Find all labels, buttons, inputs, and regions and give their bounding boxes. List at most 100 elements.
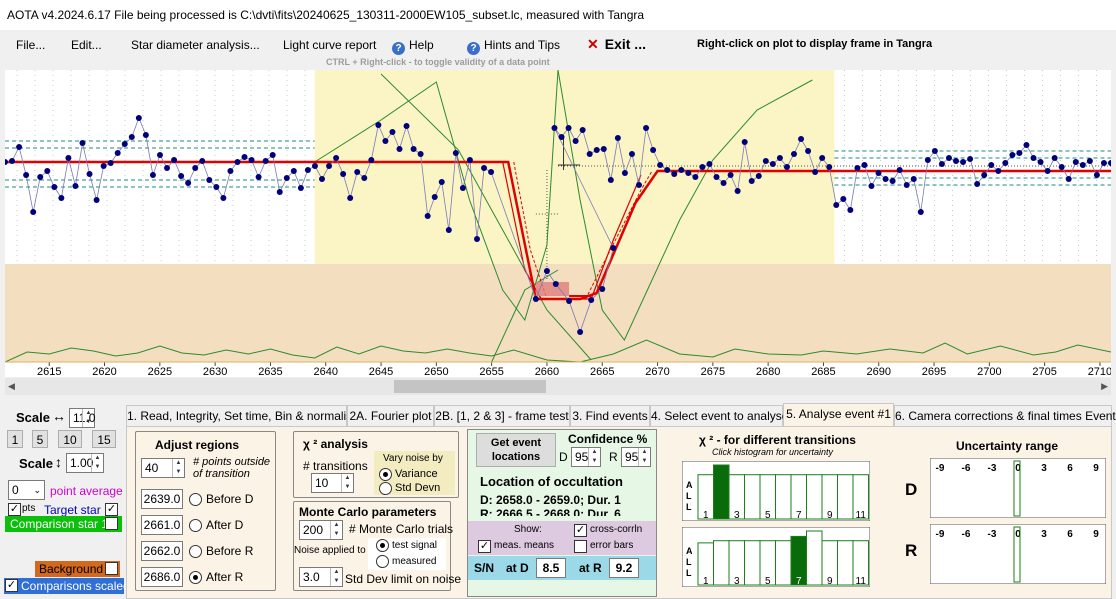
uncertainty-r-chart[interactable]: -9 -6 -3 0 3 6 9 [930,524,1106,584]
after-r-radio[interactable] [189,571,202,584]
cross-corrln-label: cross-corrln [590,524,643,535]
tab-read[interactable]: 1. Read, Integrity, Set time, Bin & norm… [126,405,359,427]
spin-arrows-icon[interactable]: ▲ ▼ [588,448,600,466]
data-point [720,180,727,186]
after-r-value[interactable]: 2686.0 [141,567,183,587]
scroll-right-icon[interactable]: ▶ [1101,381,1108,391]
spin-arrows-icon[interactable]: ▲ ▼ [91,454,103,472]
preset-15-button[interactable]: 15 [92,430,116,448]
uncertainty-d-chart[interactable]: -9 -6 -3 0 3 6 9 [930,458,1106,518]
before-d-value[interactable]: 2639.0 [141,489,183,509]
histogram-label: 5 [765,510,771,521]
std-dev-limit-input[interactable]: 3.0 ▲ ▼ [299,567,343,587]
histogram-label: 1 [703,576,709,587]
after-d-radio[interactable] [189,519,202,532]
meas-means-checkbox[interactable]: ✓ [478,540,491,553]
scroll-thumb[interactable] [394,380,546,393]
confidence-d-input[interactable]: 95 ▲ ▼ [571,447,601,467]
sn-at-d-label: at D [506,561,529,575]
comparison-star-checkbox[interactable] [105,517,118,530]
before-r-radio[interactable] [189,545,202,558]
data-point [361,175,368,181]
error-bars-checkbox[interactable] [574,540,587,553]
data-point [650,147,657,153]
sn-at-d-value: 8.5 [536,558,566,578]
scroll-left-icon[interactable]: ◀ [8,381,15,391]
pts-checkbox[interactable]: ✓ [8,503,21,516]
tab-find-events[interactable]: 3. Find events [570,405,650,427]
monte-carlo-trials-input[interactable]: 200 ▲ ▼ [299,520,343,540]
tab-select-event[interactable]: 4. Select event to analyse [650,405,788,427]
confidence-r-input[interactable]: 95 ▲ ▼ [621,447,651,467]
points-outside-input[interactable]: 40 ▲ ▼ [141,458,185,478]
measured-radio[interactable] [376,555,389,568]
spin-arrows-icon[interactable]: ▲ ▼ [341,474,353,492]
menu-help[interactable]: ? Help [392,38,434,55]
std-devn-radio[interactable] [379,482,392,495]
data-point [178,173,185,179]
data-point [156,152,163,158]
menu-file[interactable]: File... [16,38,46,52]
scale-h-input[interactable]: 11.0 ▲ ▼ [69,408,95,428]
tab-fourier[interactable]: 2A. Fourier plot [347,405,434,427]
monte-carlo-trials-value: 200 [303,523,324,537]
data-point [1065,176,1072,182]
spin-arrows-icon[interactable]: ▲ ▼ [330,568,342,586]
data-point [389,129,396,135]
point-average-select[interactable]: 0 ⌄ [8,480,45,500]
background-row: Background [35,561,120,577]
menu-light-curve-report[interactable]: Light curve report [283,38,377,52]
data-point [643,125,650,131]
model-fit-curve [491,269,559,363]
background-label: Background [39,562,104,576]
preset-10-button[interactable]: 10 [58,430,82,448]
before-d-radio[interactable] [189,493,202,506]
data-point [614,135,621,141]
preset-1-button[interactable]: 1 [7,430,23,448]
data-point [790,151,797,157]
data-point [438,179,445,185]
menu-edit[interactable]: Edit... [71,38,102,52]
data-point [1051,155,1058,161]
tab-analyse-event[interactable]: 5. Analyse event #1 [783,403,894,427]
data-point [593,147,600,153]
tab-camera-corrections[interactable]: 6. Camera corrections & final times Even… [894,405,1116,427]
scale-v-input[interactable]: 1.00 ▲ ▼ [66,453,104,473]
data-point [164,165,171,171]
target-star-checkbox[interactable]: ✓ [105,503,118,516]
point-average-label: point average [50,484,123,498]
menu-exit[interactable]: ✕ Exit ... [587,36,646,53]
background-checkbox[interactable] [105,562,118,575]
noise-applied-box: test signal measured [368,538,446,570]
histogram-axis-letter: L [686,568,692,578]
light-curve-plot[interactable]: 2615 2620 2625 2630 2635 2640 2645 2650 2655 2660… [5,70,1111,377]
before-r-value[interactable]: 2662.0 [141,541,183,561]
data-point [459,185,466,191]
test-signal-radio[interactable] [376,539,389,552]
spin-arrows-icon[interactable]: ▲ ▼ [638,448,650,466]
after-d-value[interactable]: 2661.0 [141,515,183,535]
variance-radio[interactable] [379,468,392,481]
menu-star-diameter[interactable]: Star diameter analysis... [131,38,260,52]
menu-hints-label: Hints and Tips [484,38,561,52]
monte-carlo-title: Monte Carlo parameters [299,505,437,519]
cross-corrln-checkbox[interactable]: ✓ [574,524,587,537]
tab-frame-test[interactable]: 2B. [1, 2 & 3] - frame test [434,405,570,427]
plot-scrollbar[interactable]: ◀ ▶ [5,378,1111,395]
spin-arrows-icon[interactable]: ▲ ▼ [82,409,94,427]
comparisons-scaled-checkbox[interactable]: ✓ [5,579,18,592]
transitions-input[interactable]: 10 ▲ ▼ [311,473,354,493]
monte-carlo-trials-label: # Monte Carlo trials [349,522,454,536]
menu-hints[interactable]: ? Hints and Tips [467,38,560,55]
spin-arrows-icon[interactable]: ▲ ▼ [330,521,342,539]
location-group: Get event locations Confidence % D 95 ▲ ▼ … [467,429,657,597]
right-click-hint: Right-click on plot to display frame in … [697,38,933,50]
data-point [783,164,790,170]
data-point [114,150,121,156]
spin-arrows-icon[interactable]: ▲ ▼ [172,459,184,477]
data-point [875,170,882,176]
preset-5-button[interactable]: 5 [32,430,48,448]
get-event-locations-button[interactable]: Get event locations [476,433,556,467]
